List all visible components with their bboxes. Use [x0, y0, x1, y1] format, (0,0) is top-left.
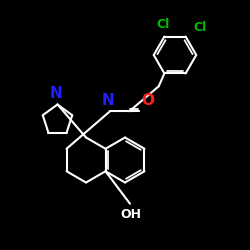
Text: O: O [142, 93, 155, 108]
Text: Cl: Cl [194, 20, 207, 34]
Text: N: N [50, 86, 62, 102]
Text: OH: OH [121, 208, 142, 221]
Text: N: N [102, 93, 114, 108]
Text: Cl: Cl [156, 18, 170, 31]
